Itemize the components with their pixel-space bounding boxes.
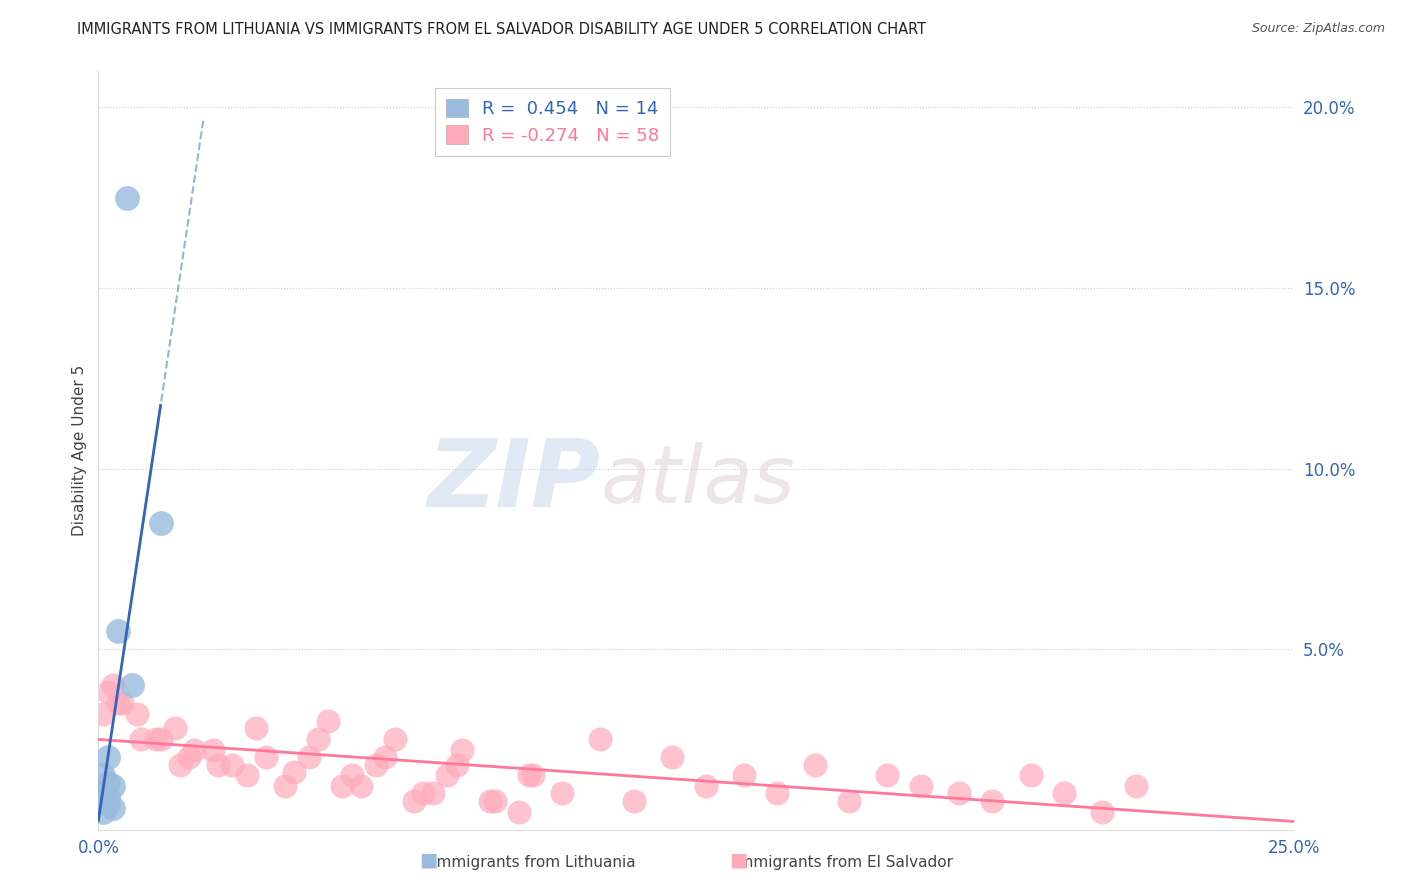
Point <box>91 805 114 819</box>
Point <box>97 750 120 764</box>
Point <box>307 732 329 747</box>
Legend: R =  0.454   N = 14, R = -0.274   N = 58: R = 0.454 N = 14, R = -0.274 N = 58 <box>434 88 671 155</box>
Point <box>316 714 339 729</box>
Point <box>91 794 114 808</box>
Point <box>1091 805 1114 819</box>
Point <box>517 768 540 782</box>
Point <box>121 678 143 692</box>
Point <box>551 787 574 801</box>
Point <box>766 787 789 801</box>
Point <box>981 794 1004 808</box>
Point <box>107 696 129 710</box>
Point <box>1125 779 1147 793</box>
Text: IMMIGRANTS FROM LITHUANIA VS IMMIGRANTS FROM EL SALVADOR DISABILITY AGE UNDER 5 : IMMIGRANTS FROM LITHUANIA VS IMMIGRANTS … <box>77 22 927 37</box>
Point <box>202 743 225 757</box>
Point <box>298 750 321 764</box>
Point <box>169 757 191 772</box>
Point <box>97 685 120 699</box>
Point <box>101 801 124 815</box>
Point <box>254 750 277 764</box>
Point <box>733 768 755 782</box>
Text: atlas: atlas <box>600 442 796 520</box>
Point <box>131 732 153 747</box>
Point <box>910 779 932 793</box>
Point <box>111 696 134 710</box>
Text: Source: ZipAtlas.com: Source: ZipAtlas.com <box>1251 22 1385 36</box>
Point <box>163 722 186 736</box>
Point <box>374 750 396 764</box>
Point <box>384 732 406 747</box>
Point <box>245 722 267 736</box>
Point <box>1053 787 1076 801</box>
Y-axis label: Disability Age Under 5: Disability Age Under 5 <box>72 365 87 536</box>
Text: Immigrants from El Salvador: Immigrants from El Salvador <box>734 855 953 870</box>
Point <box>97 775 120 789</box>
Point <box>330 779 353 793</box>
Point <box>522 768 544 782</box>
Point <box>838 794 860 808</box>
Point <box>149 516 172 530</box>
Point <box>422 787 444 801</box>
Text: ■: ■ <box>728 851 748 870</box>
Point <box>876 768 898 782</box>
Point <box>91 706 114 721</box>
Point <box>97 790 120 805</box>
Text: ■: ■ <box>419 851 439 870</box>
Point <box>479 794 502 808</box>
Point <box>623 794 645 808</box>
Point <box>508 805 530 819</box>
Point <box>436 768 458 782</box>
Point <box>450 743 472 757</box>
Point <box>91 768 114 782</box>
Point <box>1019 768 1042 782</box>
Point <box>283 764 305 779</box>
Point <box>484 794 506 808</box>
Point <box>179 750 201 764</box>
Point <box>115 191 138 205</box>
Point <box>221 757 243 772</box>
Point <box>91 787 114 801</box>
Point <box>402 794 425 808</box>
Point <box>274 779 297 793</box>
Point <box>101 779 124 793</box>
Point <box>183 743 205 757</box>
Point <box>446 757 468 772</box>
Point <box>125 706 148 721</box>
Point <box>145 732 167 747</box>
Point <box>364 757 387 772</box>
Point <box>149 732 172 747</box>
Text: ZIP: ZIP <box>427 434 600 527</box>
Point <box>107 624 129 638</box>
Point <box>340 768 363 782</box>
Point <box>695 779 717 793</box>
Point <box>101 678 124 692</box>
Point <box>97 797 120 812</box>
Point <box>661 750 683 764</box>
Point <box>235 768 257 782</box>
Point <box>948 787 970 801</box>
Point <box>350 779 373 793</box>
Text: Immigrants from Lithuania: Immigrants from Lithuania <box>433 855 636 870</box>
Point <box>412 787 434 801</box>
Point <box>804 757 827 772</box>
Point <box>589 732 612 747</box>
Point <box>207 757 229 772</box>
